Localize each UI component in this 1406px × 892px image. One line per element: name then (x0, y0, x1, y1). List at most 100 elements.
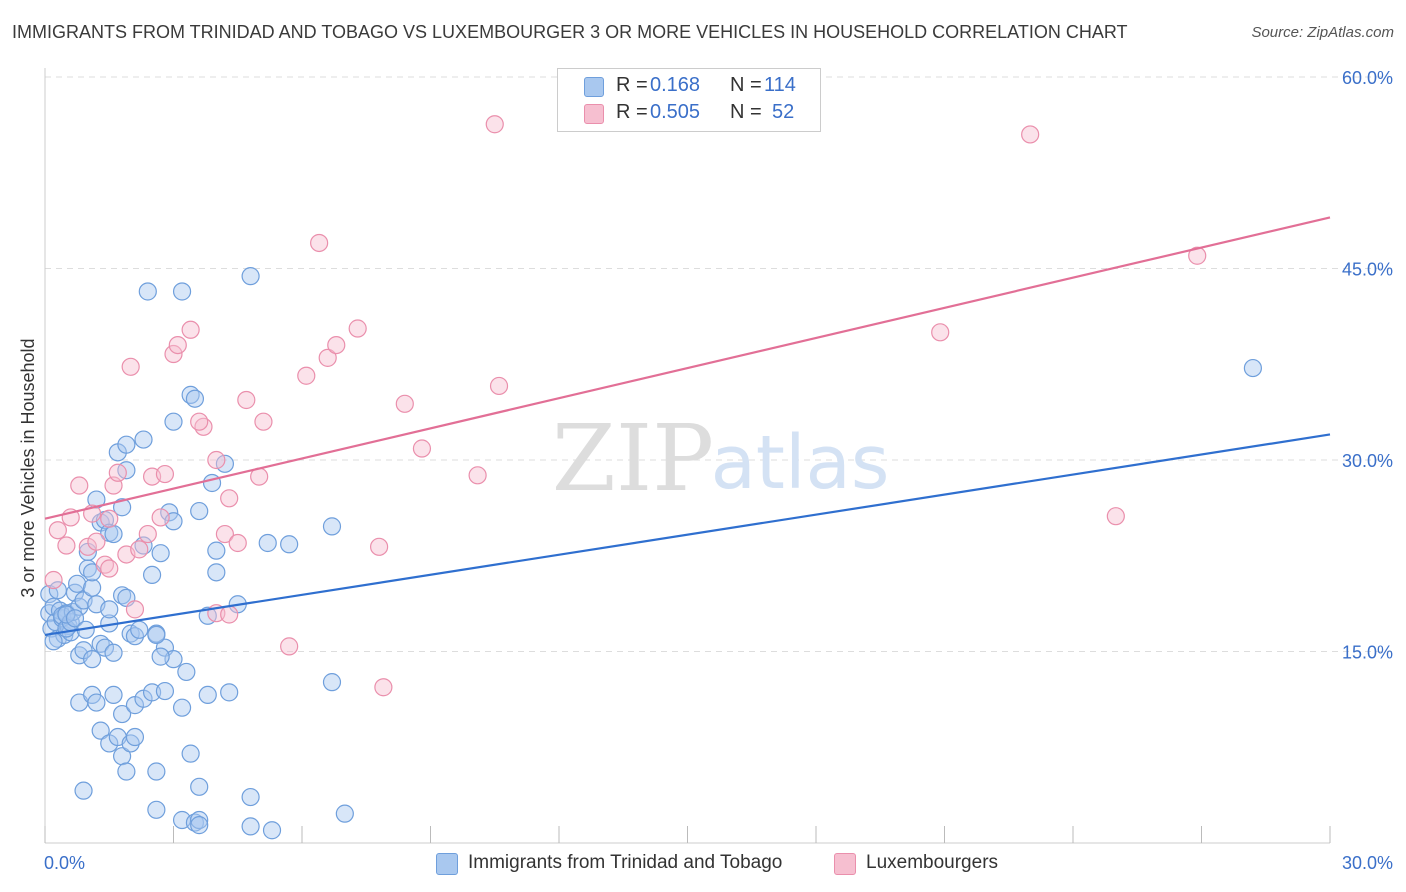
legend-n-label: N = (730, 101, 762, 123)
series-immigrants-points (40, 267, 1263, 840)
data-point (155, 464, 175, 484)
data-point (1106, 507, 1125, 526)
data-point (70, 476, 89, 495)
data-point (181, 320, 200, 339)
legend-r-value: 0.168 (650, 74, 701, 96)
data-point (87, 532, 106, 551)
data-point (164, 412, 183, 431)
data-point (147, 762, 166, 781)
data-point (147, 625, 166, 645)
data-point (310, 233, 329, 253)
data-point (220, 605, 239, 624)
data-point (485, 115, 504, 134)
data-point (185, 389, 205, 408)
data-point (318, 348, 337, 367)
data-point (78, 537, 97, 556)
data-point (104, 524, 123, 544)
data-point (44, 570, 63, 590)
data-point (83, 650, 102, 669)
data-point (297, 366, 316, 385)
data-point (254, 412, 273, 431)
data-point (172, 282, 192, 301)
data-point (468, 466, 487, 485)
data-point (237, 390, 256, 410)
data-point (100, 600, 119, 619)
legend-label: Luxembourgers (866, 852, 999, 873)
x-tick-label: 30.0% (1342, 853, 1393, 873)
watermark-atlas: atlas (711, 420, 890, 506)
stats-legend: R = 0.168 N = 114 R = 0.505 N = 52 (557, 68, 821, 132)
axes (44, 68, 1331, 844)
data-point (48, 521, 67, 540)
data-point (160, 503, 179, 522)
data-point (280, 535, 299, 554)
legend-r-label: R = (616, 74, 648, 96)
grid-lines (45, 76, 1392, 652)
y-tick-label: 45.0% (1342, 260, 1393, 280)
data-point (228, 533, 247, 553)
data-point (121, 357, 140, 376)
data-point (112, 704, 132, 724)
data-point (395, 394, 414, 413)
data-point (68, 574, 87, 593)
data-point (87, 490, 106, 509)
data-point (202, 473, 222, 493)
y-axis-label: 3 or more Vehicles in Household (18, 338, 38, 597)
data-point (172, 698, 192, 717)
data-point (335, 804, 354, 823)
data-point (220, 683, 239, 702)
data-point (1243, 358, 1263, 378)
data-point (87, 693, 106, 712)
data-point (104, 685, 123, 705)
data-point (117, 435, 136, 454)
y-tick-label: 60.0% (1342, 68, 1393, 88)
y-tick-label: 15.0% (1342, 643, 1393, 663)
data-point (322, 673, 342, 692)
data-point (142, 565, 162, 585)
data-point (241, 817, 260, 836)
data-point (138, 524, 157, 544)
y-tick-labels: 15.0% 30.0% 45.0% 60.0% (1342, 68, 1393, 663)
data-point (412, 439, 432, 458)
watermark-zip: ZIP (552, 405, 714, 512)
data-point (147, 800, 166, 819)
data-point (215, 524, 234, 544)
legend-swatch-pink (834, 853, 856, 875)
data-point (1188, 246, 1207, 265)
data-point (112, 498, 132, 517)
data-point (83, 578, 102, 597)
y-tick-label: 30.0% (1342, 451, 1393, 471)
legend-r-label: R = (616, 101, 648, 123)
data-point (130, 620, 149, 639)
data-point (262, 821, 282, 840)
data-point (177, 662, 196, 682)
data-point (134, 430, 153, 449)
data-point (151, 647, 170, 666)
data-point (57, 605, 76, 624)
trend-line (44, 433, 1331, 636)
data-point (57, 536, 76, 555)
data-point (95, 638, 115, 657)
data-point (207, 450, 226, 470)
x-tick-labels: 0.0% 30.0% (44, 853, 1393, 873)
data-point (108, 463, 127, 482)
legend-label: Immigrants from Trinidad and Tobago (468, 852, 783, 873)
data-point (125, 600, 145, 619)
data-point (241, 267, 260, 286)
data-point (348, 319, 367, 338)
legend-swatch-pink (584, 104, 604, 124)
legend-n-value: 52 (772, 101, 795, 123)
x-tick-label: 0.0% (44, 853, 85, 873)
data-point (190, 810, 209, 830)
data-point (74, 781, 93, 800)
data-point (65, 609, 85, 628)
legend-swatch-blue (584, 77, 604, 97)
data-point (190, 777, 209, 796)
data-point (100, 559, 119, 578)
data-point (181, 744, 200, 763)
data-point (241, 787, 260, 807)
data-point (91, 721, 110, 740)
data-point (931, 323, 950, 342)
data-point (280, 637, 299, 656)
